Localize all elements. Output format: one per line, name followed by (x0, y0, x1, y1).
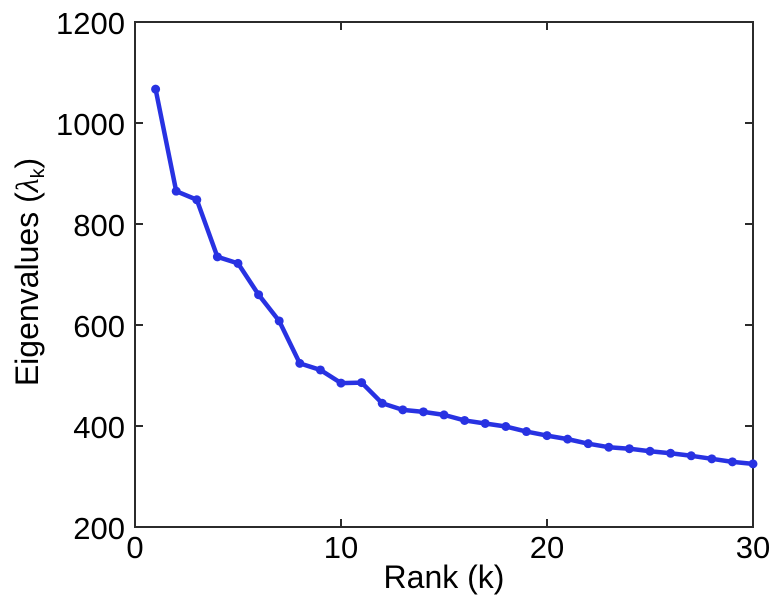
y-tick-label: 1000 (56, 107, 125, 142)
y-axis-label-prefix: Eigenvalues ( (9, 192, 45, 387)
data-point-marker (212, 252, 222, 262)
data-line (153, 86, 756, 467)
data-point-marker (315, 365, 325, 375)
x-tick-label: 0 (126, 530, 143, 565)
data-point-marker (748, 459, 758, 469)
data-point-marker (563, 434, 573, 444)
data-point-marker (439, 410, 449, 420)
y-axis-label-suffix: ) (9, 157, 45, 169)
x-axis-label: Rank (k) (383, 559, 505, 595)
data-point-marker (583, 439, 593, 449)
data-point-marker (480, 418, 490, 428)
data-point-marker (666, 448, 676, 458)
data-point-marker (624, 444, 634, 454)
data-point-marker (233, 258, 243, 268)
data-point-marker (604, 442, 614, 452)
data-point-marker (460, 415, 470, 425)
y-tick-label: 800 (73, 208, 125, 243)
lambda-symbol: λ (9, 178, 45, 193)
data-point-marker (274, 316, 284, 326)
data-point-marker (727, 457, 737, 467)
data-point-marker (151, 84, 161, 94)
data-point-marker (377, 398, 387, 408)
y-axis-label: Eigenvalues (λk) (9, 157, 49, 387)
data-point-marker (336, 378, 346, 388)
x-tick-label: 20 (530, 530, 564, 565)
y-tick-label: 1200 (56, 6, 125, 41)
data-point-marker (357, 378, 367, 388)
data-point-marker (171, 186, 181, 196)
data-point-marker (398, 405, 408, 415)
data-point-marker (254, 290, 264, 300)
data-point-marker (707, 454, 717, 464)
x-tick-label: 10 (324, 530, 358, 565)
data-point-marker (295, 358, 305, 368)
y-tick-label: 400 (73, 410, 125, 445)
plot-box (134, 21, 754, 528)
data-point-marker (686, 451, 696, 461)
y-tick-label: 200 (73, 511, 125, 546)
y-axis-label-subscript: k (26, 168, 49, 179)
data-point-marker (501, 422, 511, 432)
data-point-marker (645, 446, 655, 456)
data-point-marker (418, 407, 428, 417)
data-point-marker (542, 431, 552, 441)
data-point-marker (192, 195, 202, 205)
x-tick-label: 30 (736, 530, 770, 565)
y-tick-label: 600 (73, 309, 125, 344)
data-point-marker (521, 427, 531, 437)
